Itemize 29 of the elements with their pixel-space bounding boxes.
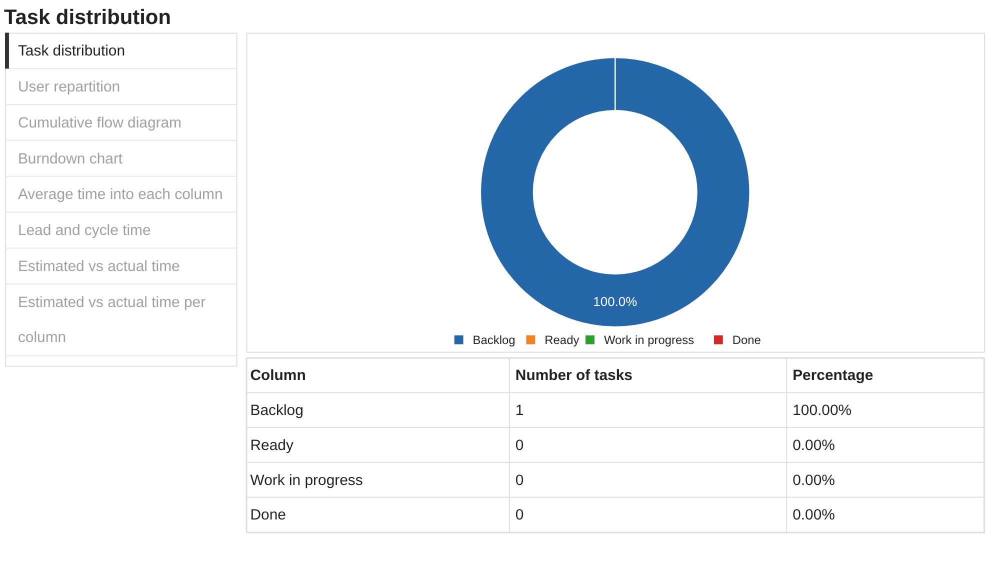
legend-label: Backlog <box>472 332 516 347</box>
data-label: 100.0% <box>593 294 638 309</box>
text: User repartition <box>18 78 120 96</box>
legend-label: Work in progress <box>604 332 694 347</box>
text: Task distribution <box>4 6 171 30</box>
text: Number of tasks <box>515 367 632 384</box>
text: Burndown chart <box>18 150 124 168</box>
text: Average time into each column <box>18 186 223 204</box>
text: 0.00% <box>792 472 835 489</box>
text: 0 <box>515 472 524 489</box>
text: 0 <box>515 506 524 524</box>
text: Task distribution <box>18 42 126 60</box>
legend-label: Done <box>732 332 762 347</box>
text: Work in progress <box>250 472 363 489</box>
legend-label: Ready <box>544 332 580 347</box>
text: 1 <box>515 402 524 420</box>
text: 100.00% <box>792 402 852 420</box>
text: Ready <box>250 436 294 454</box>
text: Percentage <box>792 367 874 384</box>
text: Backlog <box>250 402 304 420</box>
text: Cumulative flow diagram <box>18 114 182 132</box>
text: Estimated vs actual time per column <box>18 294 206 346</box>
text: Column <box>250 367 306 384</box>
text: 0.00% <box>792 506 835 524</box>
text: 0 <box>515 436 524 454</box>
text: Estimated vs actual time <box>18 258 180 275</box>
text: Done <box>250 506 286 524</box>
text: Lead and cycle time <box>18 222 151 240</box>
text: 0.00% <box>792 436 835 454</box>
